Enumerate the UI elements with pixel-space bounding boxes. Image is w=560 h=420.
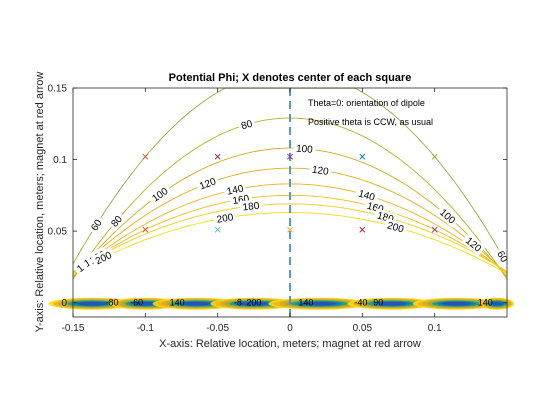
center-marker bbox=[214, 226, 221, 233]
contour-label-bg bbox=[86, 215, 106, 235]
contour-label-200: 200 bbox=[386, 220, 405, 235]
band-contour bbox=[490, 301, 503, 306]
center-marker bbox=[287, 226, 293, 233]
band-contour-label: 200 bbox=[246, 298, 261, 308]
contour-label-bg bbox=[293, 141, 316, 156]
band-contour bbox=[301, 301, 337, 306]
band-contour bbox=[376, 301, 407, 306]
band-contour-label: 140 bbox=[170, 298, 185, 308]
band-contour-label: 140 bbox=[478, 298, 493, 308]
center-marker bbox=[431, 153, 438, 160]
annotation-theta-direction: Positive theta is CCW, as usual bbox=[308, 117, 433, 127]
band-contour-label: -40 bbox=[354, 298, 367, 308]
contour-line-180 bbox=[72, 203, 508, 272]
band-contour bbox=[133, 301, 158, 306]
contour-label-100: 100 bbox=[296, 143, 314, 155]
center-marker bbox=[287, 153, 293, 160]
y-tick-label: 0.05 bbox=[48, 227, 68, 238]
y-tick-label: 0.1 bbox=[53, 155, 67, 166]
y-axis-label: Y-axis: Relative location, meters; magne… bbox=[34, 72, 46, 333]
x-tick-label: 0.1 bbox=[428, 323, 442, 334]
band-contour-label: 140 bbox=[298, 298, 313, 308]
contour-label-bg bbox=[239, 198, 263, 214]
contour-label-bg bbox=[237, 116, 256, 133]
contour-labels: 6060808010010010012012012014014014016016… bbox=[72, 116, 512, 277]
center-marker bbox=[359, 226, 366, 233]
contour-label-180: 180 bbox=[242, 201, 260, 214]
contour-label-bg bbox=[354, 186, 379, 205]
x-tick-label: 0 bbox=[287, 323, 293, 334]
contour-line-100 bbox=[72, 147, 508, 278]
band-contour-label: -80 bbox=[106, 298, 119, 308]
center-marker bbox=[431, 226, 438, 233]
center-marker bbox=[142, 153, 149, 160]
contour-label-bg bbox=[383, 218, 408, 236]
contour-label-bg bbox=[213, 210, 237, 226]
band-contour-label: 90 bbox=[373, 298, 383, 308]
contour-label-bg bbox=[195, 174, 220, 193]
plot-frame bbox=[72, 87, 508, 318]
band-contour bbox=[77, 301, 107, 306]
band-contour bbox=[441, 301, 472, 306]
x-tick-label: -0.15 bbox=[62, 323, 85, 334]
center-marker bbox=[359, 153, 366, 160]
band-contour bbox=[181, 301, 211, 306]
axis-ticks: -0.15 -0.1 -0.05 0 0.05 0.1 0 0.05 0.1 0.15 bbox=[48, 84, 507, 334]
center-marker bbox=[214, 153, 221, 160]
contour-label-bg bbox=[461, 232, 486, 256]
contour-label-60: 60 bbox=[494, 249, 509, 264]
y-tick-label: 0 bbox=[61, 298, 67, 309]
x-tick-label: -0.05 bbox=[206, 323, 229, 334]
y-tick-label: 0.15 bbox=[48, 84, 68, 95]
contour-label-bg bbox=[147, 183, 173, 206]
x-axis-label: X-axis: Relative location, meters; magne… bbox=[159, 338, 421, 350]
band-contour-label: -8 bbox=[234, 298, 242, 308]
x-tick-label: 0.05 bbox=[353, 323, 373, 334]
square-center-markers bbox=[142, 153, 438, 233]
band-contour bbox=[239, 301, 269, 306]
contour-label-80: 80 bbox=[240, 118, 254, 132]
center-marker bbox=[142, 226, 149, 233]
contour-label-bg bbox=[106, 211, 127, 232]
band-contour-label: -60 bbox=[130, 298, 143, 308]
contour-label-bg bbox=[308, 162, 333, 178]
contour-label-200: 200 bbox=[216, 212, 235, 226]
annotation-dipole-orientation: Theta=0: orientation of dipole bbox=[308, 98, 425, 108]
chart-title: Potential Phi; X denotes center of each … bbox=[169, 72, 412, 84]
x-tick-label: -0.1 bbox=[137, 323, 155, 334]
contour-label-120: 120 bbox=[311, 165, 329, 178]
bottom-contour-band: -80 -60 140 -8 200 140 90 -40 140 bbox=[48, 297, 515, 310]
contour-label-bg bbox=[435, 204, 460, 228]
contour-label-bg bbox=[90, 247, 116, 268]
